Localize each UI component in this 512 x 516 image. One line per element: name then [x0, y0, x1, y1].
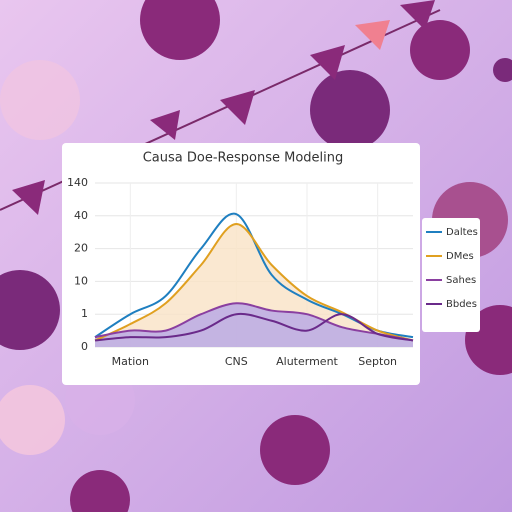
x-tick-label: Aluterment [276, 355, 338, 368]
line [94, 312, 414, 342]
y-tick-label: 40 [74, 209, 88, 222]
x-tick-label: Septon [358, 355, 397, 368]
legend-label: Bbdes [446, 299, 477, 310]
x-tick-label: CNS [225, 355, 248, 368]
legend-label: DMes [446, 251, 474, 262]
legend-label: Daltes [446, 227, 478, 238]
line [94, 302, 414, 342]
y-tick-label: 140 [67, 176, 88, 189]
chart-title: Causa Doe-Response Modeling [143, 151, 344, 166]
y-tick-label: 1 [81, 307, 88, 320]
y-tick-label: 20 [74, 242, 88, 255]
x-tick-label: Mation [112, 355, 149, 368]
y-tick-label: 0 [81, 340, 88, 353]
y-tick-label: 10 [74, 274, 88, 287]
legend-label: Sahes [446, 275, 476, 286]
